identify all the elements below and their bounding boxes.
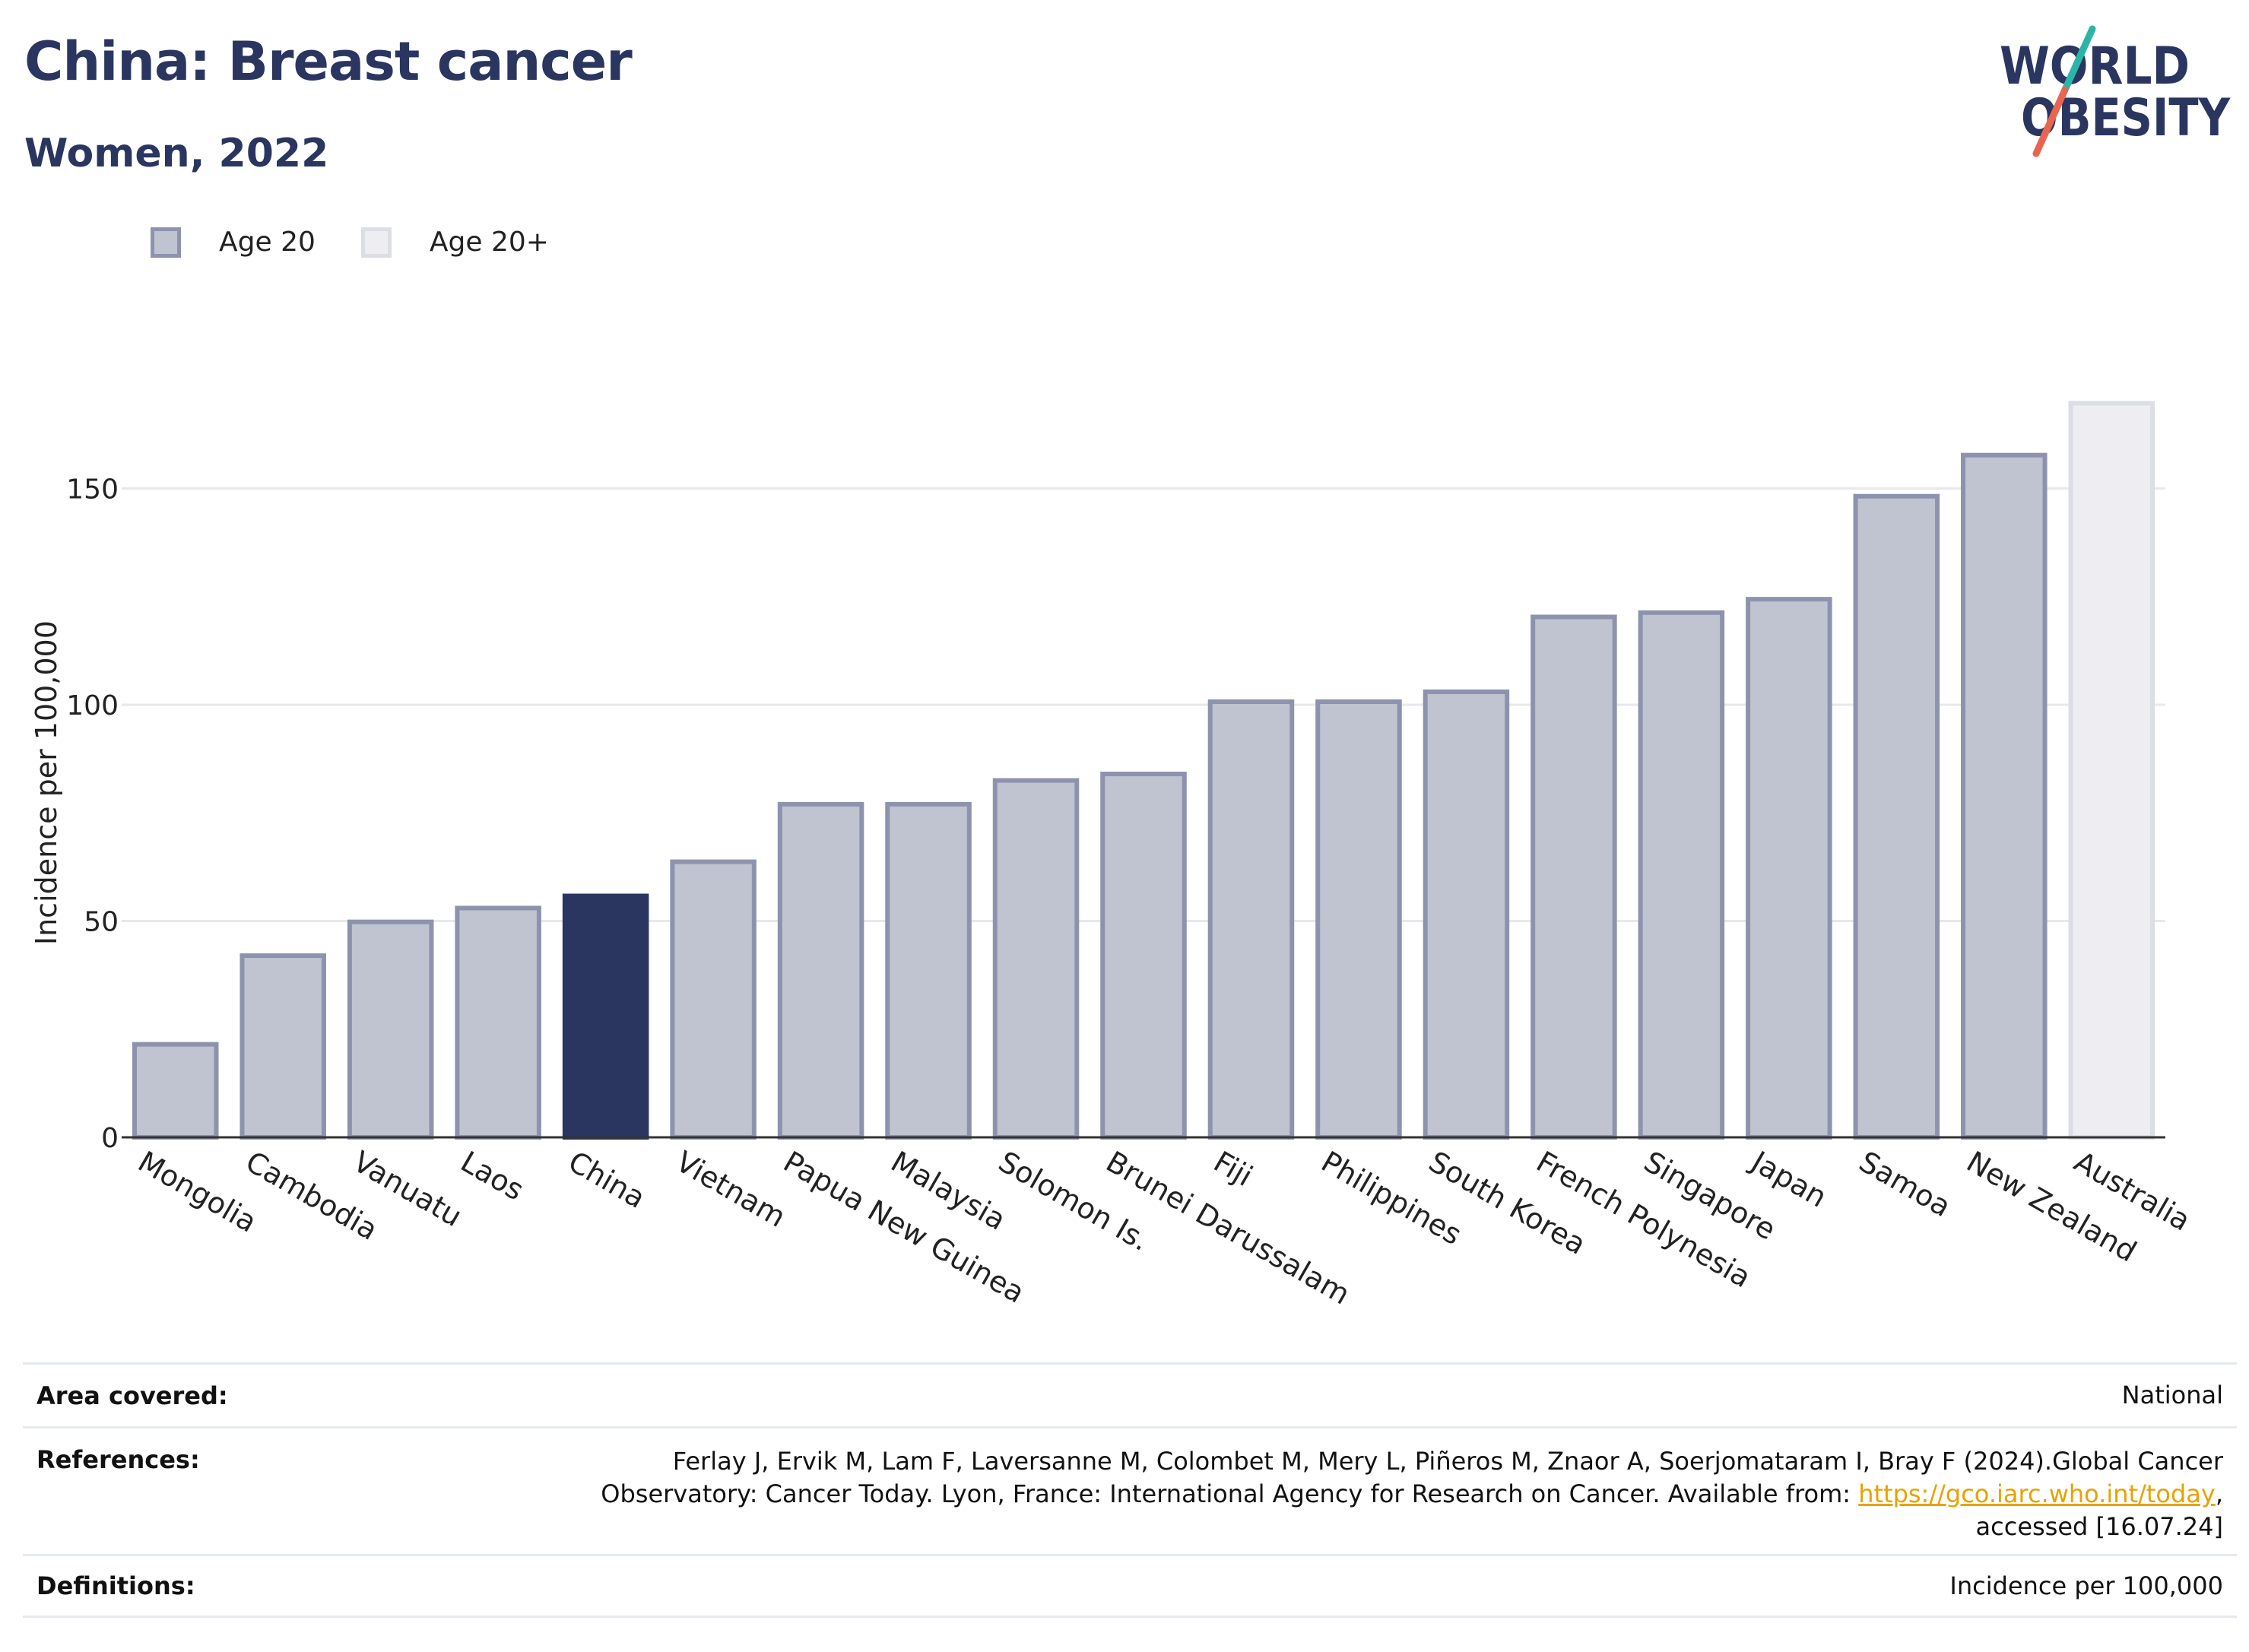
chart-title: China: Breast cancer: [24, 30, 633, 93]
x-tick-label: Mongolia: [132, 1145, 262, 1239]
references-label: References:: [36, 1445, 200, 1474]
legend-swatch-age-20: [151, 227, 181, 258]
bar-new-zealand: [1961, 452, 2048, 1140]
bar-vietnam: [670, 859, 757, 1140]
definitions-value: Incidence per 100,000: [1949, 1571, 2223, 1600]
bar-malaysia: [885, 801, 972, 1140]
chart-legend: Age 20 Age 20+: [151, 227, 595, 258]
y-tick-label: 50: [84, 907, 119, 938]
legend-label-age-20-plus: Age 20+: [429, 227, 549, 258]
x-tick-label: China: [563, 1145, 651, 1215]
logo-slash-bottom: [2032, 86, 2069, 157]
references-value: Ferlay J, Ervik M, Lam F, Laversanne M, …: [601, 1445, 2223, 1543]
bar-fiji: [1207, 699, 1295, 1140]
reference-line-2: Observatory: Cancer Today. Lyon, France:…: [601, 1478, 2223, 1511]
reference-line-2-text: Observatory: Cancer Today. Lyon, France:…: [601, 1479, 1859, 1508]
bar-samoa: [1853, 493, 1940, 1140]
legend-swatch-age-20-plus: [360, 227, 392, 258]
bar-solomon-is: [992, 778, 1080, 1140]
logo-slash-top: [2061, 25, 2096, 94]
bar-japan: [1746, 597, 1832, 1140]
legend-label-age-20: Age 20: [219, 227, 316, 258]
bar-laos: [455, 905, 541, 1140]
bar-singapore: [1638, 610, 1725, 1140]
y-axis-title: Incidence per 100,000: [30, 620, 63, 945]
bar-philippines: [1315, 699, 1402, 1140]
bar-brunei-darussalam: [1100, 772, 1187, 1140]
area-covered-label: Area covered:: [36, 1381, 228, 1410]
chart-subtitle: Women, 2022: [24, 131, 329, 176]
y-tick-label: 100: [66, 690, 119, 721]
definitions-label: Definitions:: [36, 1571, 195, 1600]
y-tick-label: 150: [66, 474, 119, 506]
bar-china: [562, 893, 649, 1140]
info-row-references: References: Ferlay J, Ervik M, Lam F, La…: [23, 1426, 2237, 1554]
area-covered-value: National: [2121, 1381, 2223, 1409]
reference-link[interactable]: https://gco.iarc.who.int/today: [1858, 1479, 2216, 1508]
reference-line-3: accessed [16.07.24]: [1975, 1512, 2223, 1541]
info-table: Area covered: National References: Ferla…: [23, 1362, 2237, 1618]
x-tick-label: Samoa: [1854, 1145, 1956, 1224]
x-tick-label: Fiji: [1208, 1145, 1258, 1193]
x-tick-label: Vietnam: [671, 1145, 791, 1234]
reference-line-1: Ferlay J, Ervik M, Lam F, Laversanne M, …: [672, 1447, 2223, 1476]
legend-item-age-20[interactable]: Age 20: [151, 227, 316, 258]
reference-line-2-end: ,: [2215, 1479, 2223, 1508]
logo-line-1: WORLD: [2000, 36, 2190, 97]
info-row-definitions: Definitions: Incidence per 100,000: [23, 1554, 2237, 1618]
bar-papua-new-guinea: [777, 801, 864, 1140]
bar-south-korea: [1423, 689, 1510, 1140]
legend-item-age-20-plus[interactable]: Age 20+: [360, 227, 549, 258]
bar-cambodia: [239, 953, 326, 1140]
world-obesity-logo: WORLD OBESITY: [2000, 25, 2231, 157]
y-tick-label: 0: [101, 1123, 119, 1154]
bar-mongolia: [132, 1042, 219, 1140]
bar-australia: [2068, 401, 2155, 1140]
bar-french-polynesia: [1531, 614, 1617, 1140]
info-row-area: Area covered: National: [23, 1362, 2237, 1426]
bar-vanuatu: [347, 919, 434, 1140]
x-tick-label: Laos: [455, 1145, 530, 1207]
